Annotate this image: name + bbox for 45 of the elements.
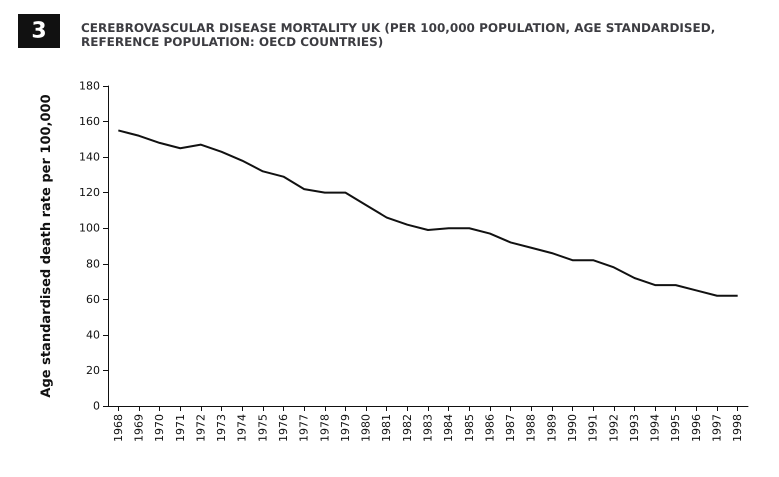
text: 3 (31, 18, 47, 44)
x-tick-label: 1988 (524, 414, 538, 442)
x-tick-label: 1976 (276, 414, 290, 442)
x-tick-label: 1984 (442, 414, 456, 442)
x-tick-label: 1993 (628, 414, 641, 442)
x-tick-label: 1995 (669, 414, 682, 442)
y-tick-label: 0 (93, 400, 100, 412)
y-tick-label: 160 (79, 115, 100, 128)
x-tick-label: 1998 (731, 414, 744, 442)
y-tick-label: 80 (86, 257, 100, 270)
x-tick-label: 1994 (648, 414, 662, 442)
x-tick-label: 1974 (236, 414, 249, 442)
x-tick-label: 1991 (586, 414, 600, 442)
x-tick-label: 1972 (194, 414, 208, 442)
x-tick-label: 1968 (112, 414, 125, 442)
x-tick-label: 1970 (153, 414, 166, 442)
y-tick-label: 180 (79, 80, 100, 92)
x-tick-label: 1989 (545, 414, 558, 442)
y-tick-label: 20 (86, 364, 100, 377)
x-tick-label: 1978 (318, 414, 332, 442)
x-tick-label: 1969 (132, 414, 146, 442)
y-tick-label: 120 (79, 186, 100, 200)
x-tick-label: 1980 (360, 414, 373, 442)
x-tick-label: 1982 (400, 414, 414, 442)
x-tick-label: 1973 (215, 414, 228, 442)
x-tick-label: 1971 (174, 414, 187, 442)
y-axis-title: Age standardised death rate per 100,000 (39, 94, 54, 398)
x-tick-label: 1997 (710, 414, 724, 442)
x-tick-label: 1975 (256, 414, 270, 442)
x-tick-label: 1983 (422, 414, 434, 442)
x-tick-label: 1996 (690, 414, 703, 442)
y-tick-label: 100 (79, 222, 100, 235)
x-tick-label: 1987 (504, 414, 518, 442)
x-tick-label: 1985 (462, 414, 476, 442)
y-tick-label: 140 (79, 150, 100, 164)
y-tick-label: 40 (86, 328, 100, 342)
x-tick-label: 1977 (298, 414, 311, 442)
x-tick-label: 1979 (338, 414, 352, 442)
line-series (117, 129, 739, 297)
chart-title: CEREBROVASCULAR DISEASE MORTALITY UK (PER 100,000 POPULATION, AGE STANDARDISED, REFERENCE POPULATION: OECD COUNTRIES) (81, 21, 720, 49)
x-tick-label: 1981 (380, 414, 394, 442)
x-tick-label: 1992 (607, 414, 620, 442)
y-tick-label: 60 (86, 292, 100, 306)
x-tick-label: 1990 (566, 414, 580, 442)
x-tick-label: 1986 (483, 414, 496, 442)
